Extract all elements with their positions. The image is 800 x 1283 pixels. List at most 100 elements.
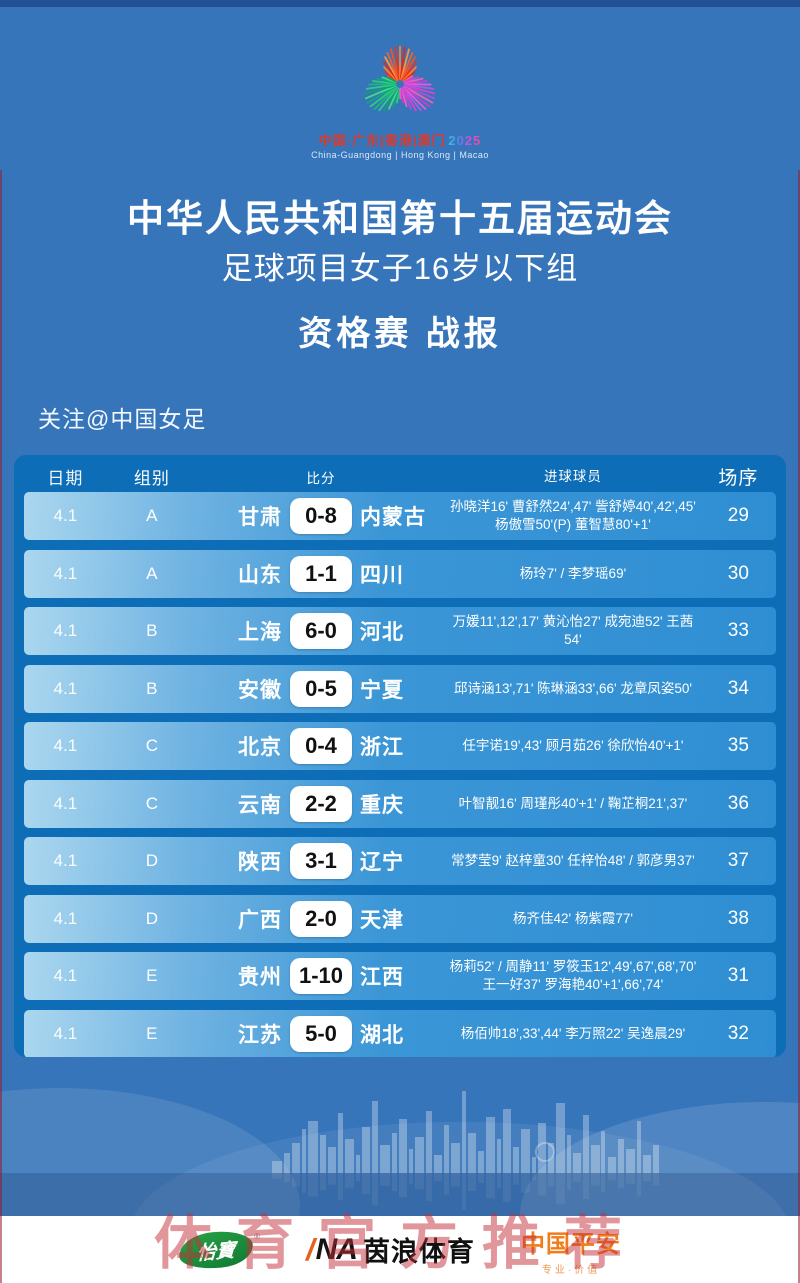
home-team: 云南	[238, 793, 283, 817]
home-team: 北京	[238, 736, 283, 759]
header-group: 组别	[133, 469, 170, 488]
away-team: 江西	[360, 966, 405, 989]
match-group: B	[146, 621, 158, 640]
away-team: 宁夏	[360, 678, 405, 702]
table-row: 4.1 C 云南 2-2 重庆 叶智靓16' 周瑾彤40'+1' / 鞠芷桐21',37'…	[24, 779, 776, 828]
match-group: A	[146, 563, 158, 583]
match-date: 4.1	[53, 563, 78, 583]
match-date: 4.1	[53, 678, 78, 698]
yibao-logo-text: 怡寶	[196, 1239, 236, 1264]
match-fixture: 上海 6-0 河北	[197, 613, 445, 649]
match-number: 35	[727, 735, 749, 756]
home-team: 甘肃	[238, 506, 283, 529]
page-title: 中华人民共和国第十五届运动会	[127, 198, 673, 239]
top-strip	[0, 0, 800, 7]
header-date: 日期	[47, 469, 84, 488]
goal-scorers: 任宇诺19',43' 顾月茹26' 徐欣怡40'+1'	[462, 738, 684, 754]
match-date: 4.1	[53, 1023, 78, 1043]
match-group: A	[146, 506, 158, 525]
table-row: 4.1 A 甘肃 0-8 内蒙古 孙晓洋16' 曹舒然24',47' 訾舒婷40',42'…	[24, 492, 776, 540]
match-number: 31	[727, 965, 749, 986]
goal-scorers: 杨齐佳42' 杨紫霞77'	[512, 910, 633, 926]
games-host-cities: 中国·广东|香港|澳门 2025	[0, 130, 800, 149]
ina-logo-text: 茵浪体育	[362, 1237, 475, 1267]
goal-scorers: 杨莉52' / 周静11' 罗筱玉12',49',67',68',70' 王一好…	[449, 959, 697, 992]
score-pill: 1-10	[290, 958, 353, 994]
registered-mark: ®	[254, 1231, 260, 1241]
away-team: 天津	[360, 908, 405, 932]
away-team: 辽宁	[360, 851, 405, 874]
match-group: B	[146, 678, 158, 698]
table-row: 4.1 C 北京 0-4 浙江 任宇诺19',43' 顾月茹26' 徐欣怡40'+1' 35	[24, 722, 776, 770]
home-team: 贵州	[238, 966, 283, 989]
match-date: 4.1	[53, 908, 78, 928]
sponsor-footer: 怡寶 ® / NA 茵浪体育 中国平安 专业·价值	[0, 1216, 800, 1283]
match-date: 4.1	[53, 966, 78, 985]
goal-scorers: 杨佰帅18',33',44' 李万照22' 吴逸晨29'	[460, 1025, 686, 1041]
table-row: 4.1 D 广西 2-0 天津 杨齐佳42' 杨紫霞77' 38	[24, 894, 776, 943]
pingan-tagline: 专业·价值	[541, 1264, 601, 1276]
away-team: 河北	[360, 621, 405, 644]
away-team: 湖北	[360, 1023, 405, 1047]
score-pill: 1-1	[290, 555, 353, 592]
home-team: 江苏	[238, 1023, 283, 1047]
away-team: 浙江	[360, 736, 405, 759]
home-team: 陕西	[238, 851, 283, 874]
table-header-row: 日期 组别 比分 进球球员 场序	[24, 461, 776, 492]
table-row: 4.1 E 贵州 1-10 江西 杨莉52' / 周静11' 罗筱玉12',49',67'…	[24, 952, 776, 1000]
match-date: 4.1	[53, 851, 78, 870]
follow-account-label: 关注@中国女足	[38, 406, 207, 432]
match-fixture: 安徽 0-5 宁夏	[197, 670, 445, 707]
games-year: 2025	[448, 133, 482, 148]
match-group: C	[145, 793, 158, 813]
games-host-cities-en: China-Guangdong | Hong Kong | Macao	[311, 150, 489, 160]
match-number: 38	[727, 907, 749, 929]
pingan-logo: 中国平安 专业·价值	[521, 1224, 621, 1276]
yibao-logo: 怡寶 ®	[177, 1228, 260, 1271]
host-cities-text: 中国·广东|香港|澳门	[318, 133, 446, 148]
goal-scorers: 杨玲7' / 李梦瑶69'	[519, 565, 627, 581]
goal-scorers: 万媛11',12',17' 黄沁怡27' 成宛迪52' 王茜54'	[452, 614, 694, 647]
score-pill: 5-0	[290, 1015, 353, 1052]
table-row: 4.1 E 江苏 5-0 湖北 杨佰帅18',33',44' 李万照22' 吴逸晨29' 3…	[24, 1009, 776, 1057]
score-pill: 6-0	[290, 613, 353, 649]
match-fixture: 陕西 3-1 辽宁	[197, 843, 445, 879]
match-date: 4.1	[53, 621, 78, 640]
home-team: 安徽	[238, 678, 283, 702]
home-team: 山东	[238, 563, 283, 587]
city-skyline-decoration	[0, 1088, 800, 1216]
match-fixture: 广西 2-0 天津	[197, 900, 445, 937]
report-title: 资格赛 战报	[298, 315, 502, 353]
match-number: 36	[727, 792, 749, 814]
ina-letters: NA	[315, 1232, 358, 1266]
header-match-number: 场序	[718, 468, 759, 489]
match-number: 29	[727, 505, 749, 526]
match-fixture: 贵州 1-10 江西	[197, 958, 445, 994]
table-body: 4.1 A 甘肃 0-8 内蒙古 孙晓洋16' 曹舒然24',47' 訾舒婷40',42'…	[24, 492, 776, 1057]
goal-scorers: 孙晓洋16' 曹舒然24',47' 訾舒婷40',42',45' 杨傲雪50'(…	[450, 499, 696, 532]
match-group: C	[145, 736, 158, 755]
match-number: 37	[727, 850, 749, 871]
home-team: 广西	[238, 908, 283, 932]
away-team: 重庆	[360, 793, 405, 817]
left-edge-artifact	[0, 170, 2, 1283]
table-row: 4.1 A 山东 1-1 四川 杨玲7' / 李梦瑶69' 30	[24, 549, 776, 598]
match-fixture: 北京 0-4 浙江	[197, 728, 445, 764]
match-fixture: 山东 1-1 四川	[197, 555, 445, 592]
match-date: 4.1	[53, 736, 78, 755]
match-number: 33	[727, 620, 749, 641]
home-team: 上海	[238, 621, 283, 644]
games-flower-logo-icon	[364, 45, 436, 112]
match-number: 34	[727, 677, 749, 699]
table-row: 4.1 D 陕西 3-1 辽宁 常梦莹9' 赵梓童30' 任梓怡48' / 郭彦男37' 3…	[24, 837, 776, 885]
match-group: D	[145, 908, 158, 928]
match-fixture: 甘肃 0-8 内蒙古	[197, 498, 445, 534]
score-pill: 2-2	[290, 785, 353, 822]
match-group: D	[145, 851, 158, 870]
ina-sports-logo: / NA 茵浪体育	[306, 1230, 475, 1269]
table-row: 4.1 B 上海 6-0 河北 万媛11',12',17' 黄沁怡27' 成宛迪52' 王…	[24, 607, 776, 655]
match-fixture: 云南 2-2 重庆	[197, 785, 445, 822]
match-date: 4.1	[53, 506, 78, 525]
table-row: 4.1 B 安徽 0-5 宁夏 邱诗涵13',71' 陈琳涵33',66' 龙章凤姿50'…	[24, 664, 776, 713]
match-number: 32	[727, 1022, 749, 1044]
